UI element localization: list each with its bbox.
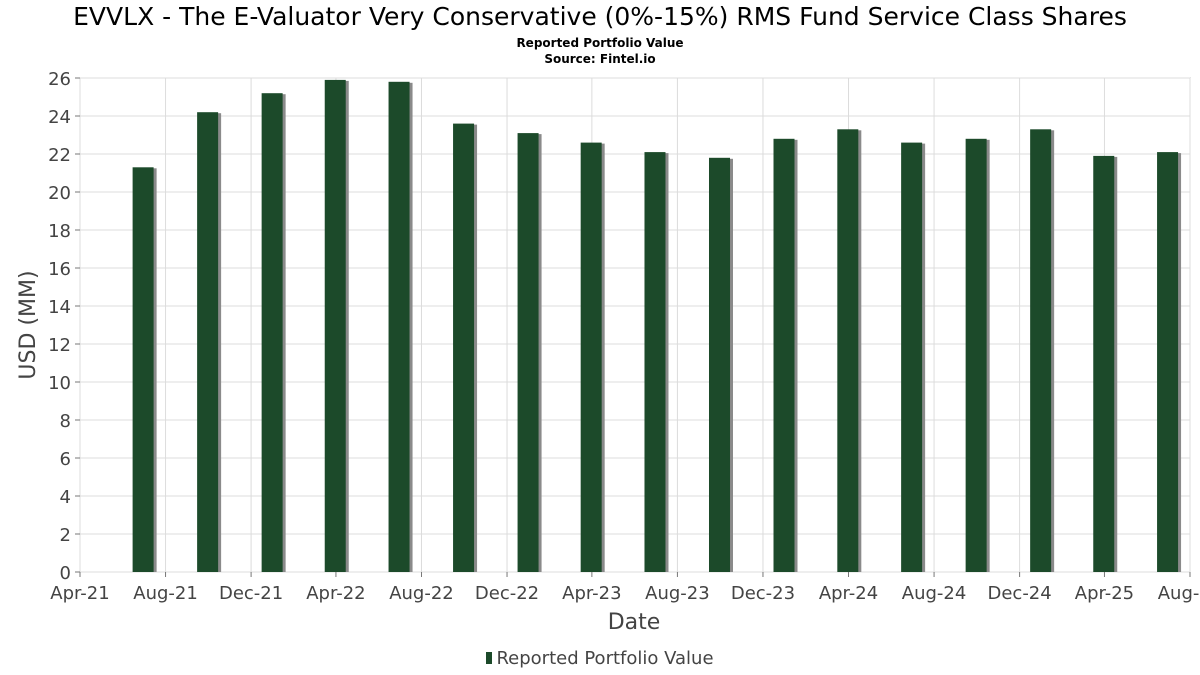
bar: [965, 138, 987, 573]
x-tick-label: Apr-21: [50, 583, 109, 604]
bar: [708, 157, 730, 573]
x-tick-label: Dec-22: [475, 583, 539, 604]
bar: [517, 133, 539, 572]
x-tick-label: Dec-23: [731, 583, 795, 604]
x-tick-label: Apr-22: [306, 583, 365, 604]
bar: [1030, 129, 1052, 573]
y-tick-label: 12: [48, 335, 71, 356]
bar: [197, 112, 219, 572]
x-tick-label: Aug-24: [902, 583, 967, 604]
bar: [1157, 152, 1179, 572]
bar: [644, 152, 666, 572]
chart-subtitle: Reported Portfolio Value: [516, 36, 684, 50]
x-tick-label: Dec-24: [987, 583, 1051, 604]
bar: [388, 81, 410, 573]
legend-label: Reported Portfolio Value: [496, 648, 714, 669]
bar: [1093, 155, 1115, 572]
y-tick-label: 18: [48, 221, 71, 242]
y-tick-label: 10: [48, 373, 71, 394]
plot-area: [79, 77, 1191, 573]
y-tick-label: 8: [60, 411, 71, 432]
y-tick-label: 2: [60, 525, 71, 546]
x-tick-label: Apr-25: [1075, 583, 1134, 604]
x-tick-label: Apr-23: [562, 583, 621, 604]
bar: [132, 167, 154, 573]
x-axis: Apr-21 Aug-21 Dec-21 Apr-22 Aug-22 Dec-22 Apr-…: [50, 572, 1200, 604]
chart-title: EVVLX - The E-Valuator Very Conservative…: [73, 2, 1127, 31]
y-tick-label: 4: [60, 487, 71, 508]
y-tick-label: 6: [60, 449, 71, 470]
bar: [324, 79, 346, 573]
x-tick-label: Aug-21: [133, 583, 198, 604]
x-tick-label: Dec-21: [219, 583, 283, 604]
y-tick-label: 0: [60, 563, 71, 584]
bar: [773, 138, 795, 573]
x-tick-label: Apr-24: [819, 583, 878, 604]
legend-swatch: [486, 652, 493, 664]
y-tick-label: 26: [48, 69, 71, 90]
bar: [261, 93, 283, 572]
y-axis-label: USD (MM): [16, 270, 41, 379]
x-tick-label: Aug-23: [645, 583, 710, 604]
y-tick-label: 24: [48, 107, 71, 128]
x-axis-label: Date: [608, 610, 661, 635]
x-tick-label: Aug-25: [1158, 583, 1200, 604]
y-tick-label: 20: [48, 183, 71, 204]
y-tick-label: 16: [48, 259, 71, 280]
bar: [580, 142, 602, 572]
x-tick-label: Aug-22: [389, 583, 454, 604]
bar: [453, 123, 475, 572]
bars: [132, 79, 1182, 573]
bar: [837, 129, 859, 573]
bar: [901, 142, 923, 572]
chart-source: Source: Fintel.io: [544, 52, 656, 66]
y-tick-label: 14: [48, 297, 71, 318]
y-tick-label: 22: [48, 145, 71, 166]
legend: Reported Portfolio Value: [0, 648, 1200, 669]
